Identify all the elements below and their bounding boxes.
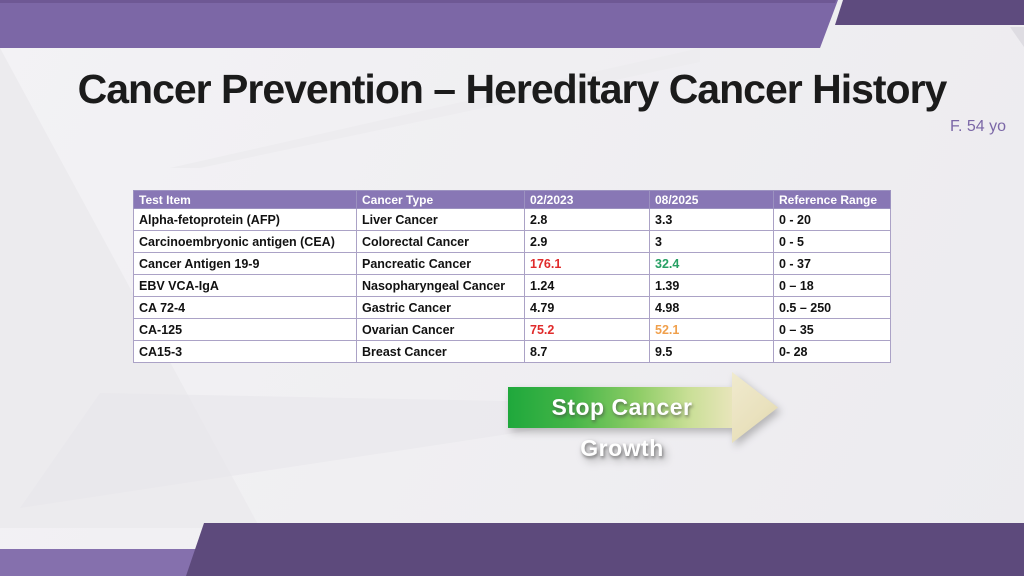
cell-test-item: Carcinoembryonic antigen (CEA) xyxy=(133,230,357,253)
cell-value-2025: 9.5 xyxy=(649,340,774,363)
cell-value-2025: 3 xyxy=(649,230,774,253)
footer-dark-purple-band xyxy=(186,523,1024,576)
cell-reference-range: 0.5 – 250 xyxy=(773,296,891,319)
cell-reference-range: 0 – 35 xyxy=(773,318,891,341)
cell-cancer-type: Gastric Cancer xyxy=(356,296,525,319)
column-header-test-item: Test Item xyxy=(133,190,357,209)
cell-test-item: Cancer Antigen 19-9 xyxy=(133,252,357,275)
cell-cancer-type: Colorectal Cancer xyxy=(356,230,525,253)
stop-cancer-growth-arrow: Stop Cancer Growth xyxy=(508,372,778,461)
cell-reference-range: 0 - 5 xyxy=(773,230,891,253)
table-row: EBV VCA-IgA Nasopharyngeal Cancer 1.24 1… xyxy=(133,274,891,297)
cell-test-item: CA 72-4 xyxy=(133,296,357,319)
top-purple-band xyxy=(0,0,838,48)
footer-light-purple-strip xyxy=(0,549,205,576)
cell-value-2025: 3.3 xyxy=(649,208,774,231)
cell-test-item: EBV VCA-IgA xyxy=(133,274,357,297)
cell-value-2023: 8.7 xyxy=(524,340,650,363)
cell-cancer-type: Pancreatic Cancer xyxy=(356,252,525,275)
table-row: Carcinoembryonic antigen (CEA) Colorecta… xyxy=(133,230,891,253)
cell-value-2025: 4.98 xyxy=(649,296,774,319)
cell-test-item: CA-125 xyxy=(133,318,357,341)
cell-value-2023: 2.8 xyxy=(524,208,650,231)
table-header-row: Test Item Cancer Type 02/2023 08/2025 Re… xyxy=(133,190,891,209)
cell-reference-range: 0 – 18 xyxy=(773,274,891,297)
background-facet xyxy=(1010,27,1024,47)
arrow-body xyxy=(508,387,734,428)
cell-test-item: CA15-3 xyxy=(133,340,357,363)
cell-cancer-type: Breast Cancer xyxy=(356,340,525,363)
page-title: Cancer Prevention – Hereditary Cancer Hi… xyxy=(77,66,948,112)
cell-reference-range: 0 - 37 xyxy=(773,252,891,275)
cell-reference-range: 0- 28 xyxy=(773,340,891,363)
column-header-date-2: 08/2025 xyxy=(649,190,774,209)
cell-value-2023: 2.9 xyxy=(524,230,650,253)
top-purple-band-edge xyxy=(0,0,836,3)
cell-value-2023-abnormal: 75.2 xyxy=(524,318,650,341)
cell-value-2023: 4.79 xyxy=(524,296,650,319)
table-row: CA 72-4 Gastric Cancer 4.79 4.98 0.5 – 2… xyxy=(133,296,891,319)
arrow-head-icon xyxy=(732,372,778,443)
patient-info-label: F. 54 yo xyxy=(949,118,1006,135)
cell-value-2023: 1.24 xyxy=(524,274,650,297)
table-row: CA-125 Ovarian Cancer 75.2 52.1 0 – 35 xyxy=(133,318,891,341)
top-dark-purple-accent xyxy=(835,0,1024,25)
cell-value-2025-improved: 32.4 xyxy=(649,252,774,275)
arrow-label: Stop Cancer Growth xyxy=(551,394,693,461)
cell-cancer-type: Liver Cancer xyxy=(356,208,525,231)
cell-test-item: Alpha-fetoprotein (AFP) xyxy=(133,208,357,231)
tumor-marker-table: Test Item Cancer Type 02/2023 08/2025 Re… xyxy=(133,190,891,363)
cell-reference-range: 0 - 20 xyxy=(773,208,891,231)
column-header-reference-range: Reference Range xyxy=(773,190,891,209)
cell-value-2025-elevated: 52.1 xyxy=(649,318,774,341)
cell-value-2023-abnormal: 176.1 xyxy=(524,252,650,275)
cell-cancer-type: Ovarian Cancer xyxy=(356,318,525,341)
column-header-date-1: 02/2023 xyxy=(524,190,650,209)
cell-cancer-type: Nasopharyngeal Cancer xyxy=(356,274,525,297)
table-row: Alpha-fetoprotein (AFP) Liver Cancer 2.8… xyxy=(133,208,891,231)
table-row: Cancer Antigen 19-9 Pancreatic Cancer 17… xyxy=(133,252,891,275)
cell-value-2025: 1.39 xyxy=(649,274,774,297)
column-header-cancer-type: Cancer Type xyxy=(356,190,525,209)
table-row: CA15-3 Breast Cancer 8.7 9.5 0- 28 xyxy=(133,340,891,363)
